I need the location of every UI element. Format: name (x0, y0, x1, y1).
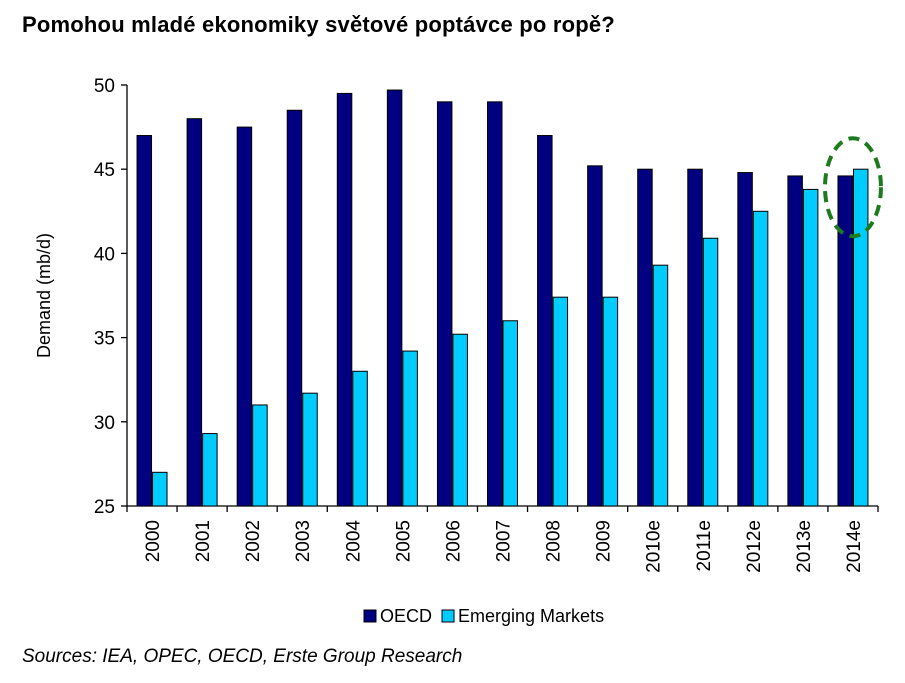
legend-label-emerging-markets: Emerging Markets (458, 606, 604, 626)
x-tick-label: 2003 (293, 520, 314, 562)
x-tick-label: 2001 (193, 520, 214, 562)
bar-oecd (236, 126, 253, 507)
y-tick-label: 35 (94, 329, 115, 350)
bar-emerging-markets (302, 392, 318, 507)
bar-oecd (436, 101, 453, 507)
x-tick-label: 2011e (694, 520, 715, 571)
y-tick-label: 50 (94, 76, 115, 97)
x-tick-label: 2006 (443, 520, 464, 562)
y-tick-label: 40 (94, 244, 115, 265)
y-tick-label: 30 (94, 413, 115, 434)
bar-emerging-markets (352, 370, 368, 507)
x-tick-label: 2005 (393, 520, 414, 562)
bar-oecd (837, 175, 853, 507)
y-tick-label: 25 (94, 497, 115, 518)
bar-emerging-markets (852, 168, 869, 507)
bar-emerging-markets (402, 350, 418, 507)
bar-emerging-markets (752, 210, 769, 507)
bar-emerging-markets (552, 296, 569, 507)
bar-oecd (386, 89, 403, 507)
x-tick-label: 2000 (143, 520, 164, 562)
bar-oecd (687, 168, 703, 507)
y-tick-label: 45 (94, 160, 115, 181)
source-note: Sources: IEA, OPEC, OECD, Erste Group Re… (22, 646, 463, 667)
highlight-ellipse (822, 136, 883, 239)
x-tick-label: 2008 (544, 520, 565, 562)
x-tick-label: 2013e (794, 520, 815, 573)
bar-oecd (136, 135, 153, 507)
bar-emerging-markets (152, 471, 168, 507)
bar-emerging-markets (252, 404, 268, 507)
bar-emerging-markets (602, 296, 619, 507)
highlight-annotation (822, 136, 883, 239)
bar-emerging-markets (502, 320, 518, 507)
legend-swatch-oecd (363, 609, 377, 623)
bar-oecd (587, 165, 603, 507)
legend-label-oecd: OECD (380, 606, 432, 626)
legend-swatch-emerging-markets (441, 609, 455, 623)
bar-emerging-markets (652, 264, 669, 507)
bars (136, 89, 869, 507)
bar-oecd (637, 168, 653, 507)
bar-oecd (787, 175, 803, 507)
x-tick-label: 2004 (343, 520, 364, 563)
bar-oecd (737, 172, 753, 507)
x-tick-label: 2010e (644, 520, 665, 573)
bar-oecd (537, 135, 553, 507)
bar-oecd (186, 118, 203, 507)
chart-title: Pomohou mladé ekonomiky světové poptávce… (22, 12, 615, 37)
bar-oecd (336, 92, 353, 507)
bar-oecd (487, 101, 503, 507)
bar-emerging-markets (802, 188, 819, 507)
bar-oecd (286, 109, 303, 507)
x-tick-label: 2002 (243, 520, 264, 562)
legend: OECD Emerging Markets (363, 606, 604, 626)
bar-emerging-markets (702, 237, 719, 507)
bar-emerging-markets (202, 433, 218, 507)
x-tick-label: 2009 (594, 520, 615, 562)
x-tick-label: 2014e (844, 520, 865, 573)
x-tick-label: 2007 (494, 520, 515, 562)
y-axis-label: Demand (mb/d) (34, 233, 54, 358)
x-tick-label: 2012e (744, 520, 765, 573)
y-axis: 25 30 35 40 45 50 Demand (mb/d) (34, 76, 128, 518)
bar-emerging-markets (452, 333, 468, 507)
x-axis: 2000 2001 2002 2003 2004 2005 2006 2007 2008 2009… (126, 505, 879, 573)
